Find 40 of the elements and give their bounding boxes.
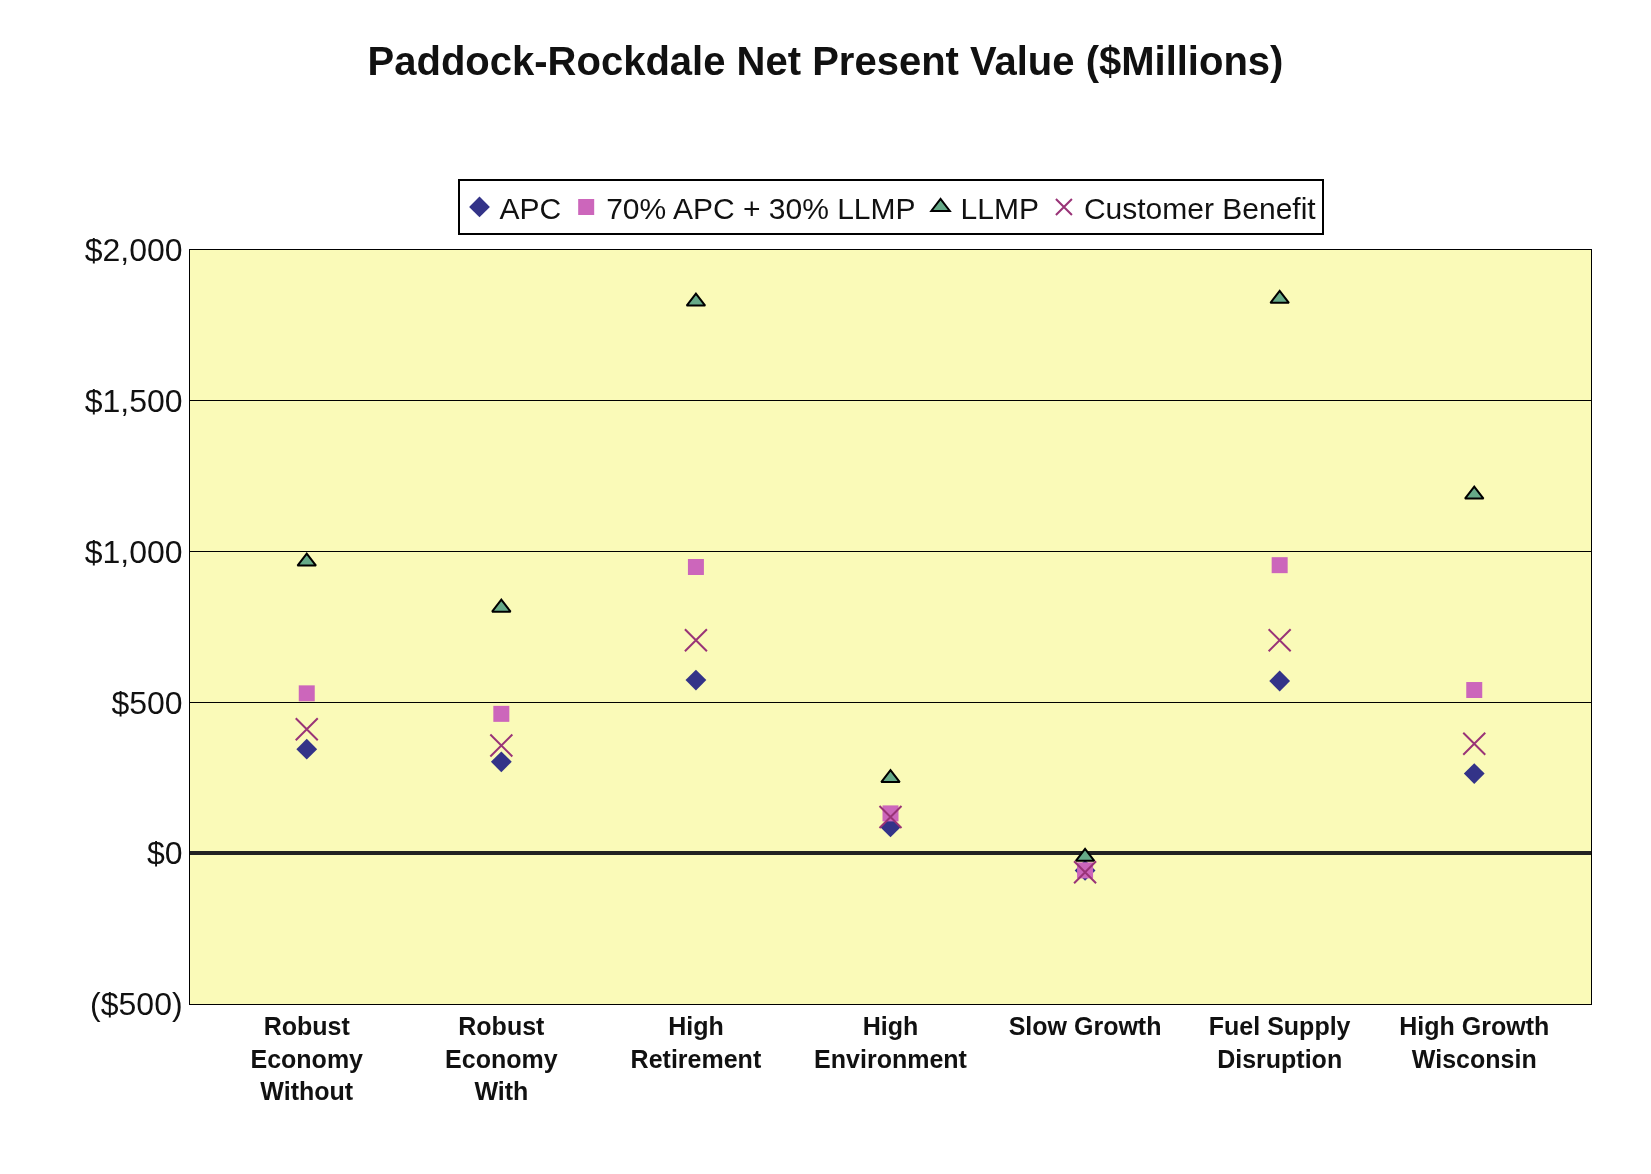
x-tick-label: High Retirement xyxy=(630,1012,762,1073)
y-tick-label: $500 xyxy=(111,684,183,721)
point xyxy=(1271,557,1288,574)
point xyxy=(1073,860,1098,885)
point xyxy=(880,769,901,784)
point xyxy=(1269,670,1291,692)
x-tick-label: Robust Economy With xyxy=(445,1012,558,1105)
chart-title: Paddock-Rockdale Net Present Value ($Millions) xyxy=(367,38,1284,83)
point xyxy=(1464,485,1485,500)
point xyxy=(1463,763,1485,784)
legend-label: 70% APC + 30% LLMP xyxy=(606,191,916,225)
y-tick-label: $2,000 xyxy=(84,232,183,269)
point xyxy=(296,738,318,760)
point xyxy=(489,733,514,758)
x-tick-label: Fuel Supply Disruption xyxy=(1208,1012,1351,1073)
point xyxy=(1267,628,1292,653)
point xyxy=(493,705,510,722)
y-tick-label: $1,000 xyxy=(84,533,183,570)
point xyxy=(1269,289,1290,304)
point xyxy=(1466,682,1483,699)
legend-label: Customer Benefit xyxy=(1083,191,1317,225)
y-tick-label: ($500) xyxy=(90,986,183,1023)
point xyxy=(298,685,315,702)
x-tick-label: High Growth Wisconsin xyxy=(1399,1012,1550,1073)
point xyxy=(687,558,704,575)
point xyxy=(491,598,512,613)
legend-label: APC xyxy=(499,191,562,225)
point xyxy=(490,751,512,773)
point xyxy=(296,552,317,567)
x-tick-label: High Environment xyxy=(814,1012,968,1073)
point xyxy=(683,628,708,653)
x-tick-label: Slow Growth xyxy=(1008,1012,1162,1040)
legend-label: LLMP xyxy=(960,191,1039,225)
point xyxy=(685,669,707,691)
y-tick-label: $0 xyxy=(147,835,183,872)
point xyxy=(878,805,903,830)
y-tick-label: $1,500 xyxy=(84,383,183,419)
x-tick-label: Robust Economy Without xyxy=(250,1012,364,1105)
point xyxy=(294,717,319,742)
point xyxy=(1462,731,1487,756)
